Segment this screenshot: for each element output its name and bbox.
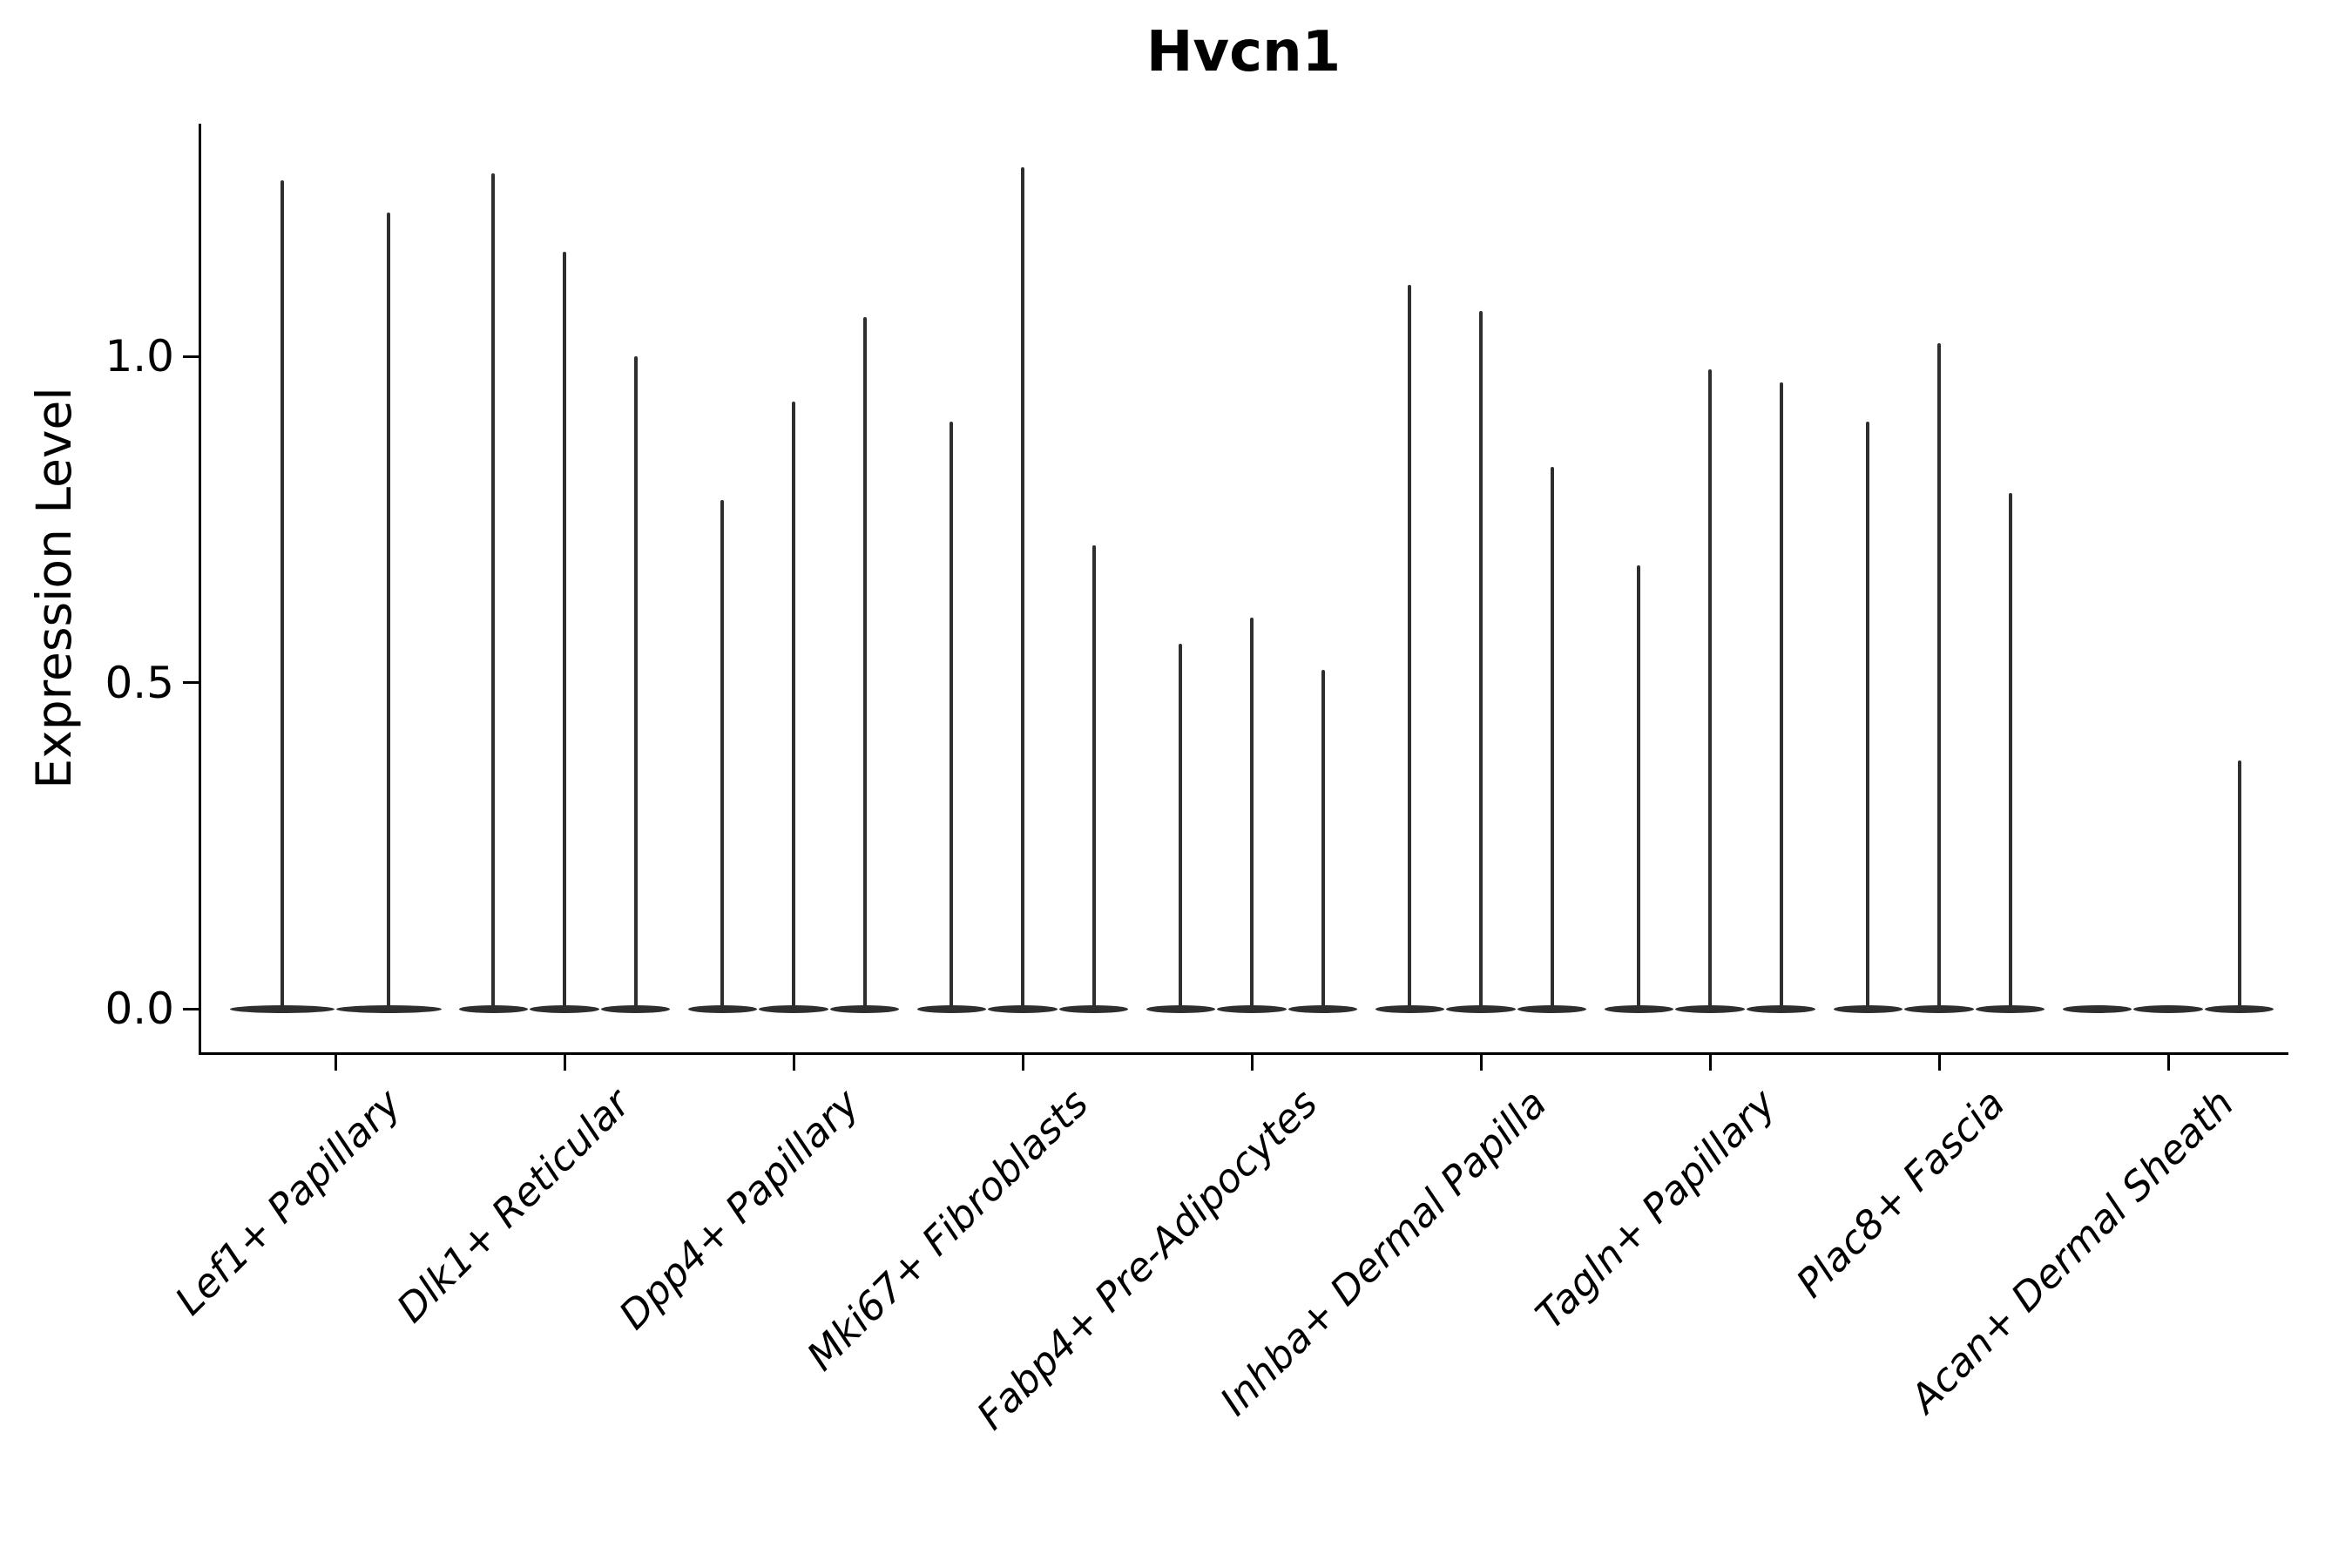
y-tick-mark (183, 1007, 199, 1010)
violin-spike (2008, 493, 2012, 1012)
violin-spike (862, 317, 867, 1012)
x-tick-mark (563, 1055, 566, 1071)
violin-spike (1637, 564, 1641, 1012)
x-tick-label: Lef1+ Papillary (166, 1080, 410, 1324)
x-tick-mark (334, 1055, 337, 1071)
violin-spike (1479, 310, 1483, 1012)
violin-spike (1321, 669, 1325, 1012)
violin-spike (2237, 760, 2241, 1012)
violin-spike (1866, 421, 1870, 1012)
y-tick-mark (183, 355, 199, 358)
violin-spike (1708, 368, 1712, 1012)
x-tick-mark (1479, 1055, 1483, 1071)
y-tick-mark (183, 681, 199, 684)
violin-spike (563, 252, 566, 1012)
x-tick-label: Tagln+ Papillary (1526, 1080, 1785, 1338)
violin-spike (792, 402, 795, 1012)
x-tick-mark (1250, 1055, 1254, 1071)
violin-spike (1092, 545, 1096, 1012)
violin-spike (1937, 343, 1941, 1012)
x-tick-label: Plac8+ Fascia (1787, 1080, 2014, 1307)
violin-spike (491, 173, 496, 1012)
violin-spike (1021, 166, 1024, 1012)
violin-spike (280, 179, 284, 1012)
violin-spike (1779, 382, 1783, 1012)
violin-spike (1250, 617, 1254, 1012)
violin-spike (1550, 467, 1554, 1012)
violin-spike (1179, 643, 1183, 1012)
y-axis-label: Expression Level (26, 387, 82, 789)
x-tick-mark (1708, 1055, 1712, 1071)
y-tick-label: 0.0 (105, 983, 174, 1034)
x-axis-spine (199, 1052, 2288, 1055)
x-tick-mark (1937, 1055, 1941, 1071)
violin-spike (1408, 284, 1412, 1012)
y-tick-label: 0.5 (105, 657, 174, 708)
x-tick-mark (1021, 1055, 1024, 1071)
violin-spike (633, 356, 638, 1012)
x-tick-label: Dpp4+ Papillary (610, 1080, 868, 1339)
x-tick-label: Dlk1+ Reticular (388, 1080, 639, 1332)
y-tick-label: 1.0 (105, 331, 174, 382)
violin-spike (720, 499, 725, 1012)
x-tick-mark (2166, 1055, 2170, 1071)
violin-spike (950, 421, 954, 1012)
violin-body (2062, 1004, 2132, 1013)
y-axis-spine (199, 124, 201, 1055)
violin-body (2133, 1004, 2203, 1013)
violin-spike (387, 213, 391, 1012)
chart-title: Hvcn1 (1146, 20, 1342, 84)
x-tick-mark (792, 1055, 795, 1071)
